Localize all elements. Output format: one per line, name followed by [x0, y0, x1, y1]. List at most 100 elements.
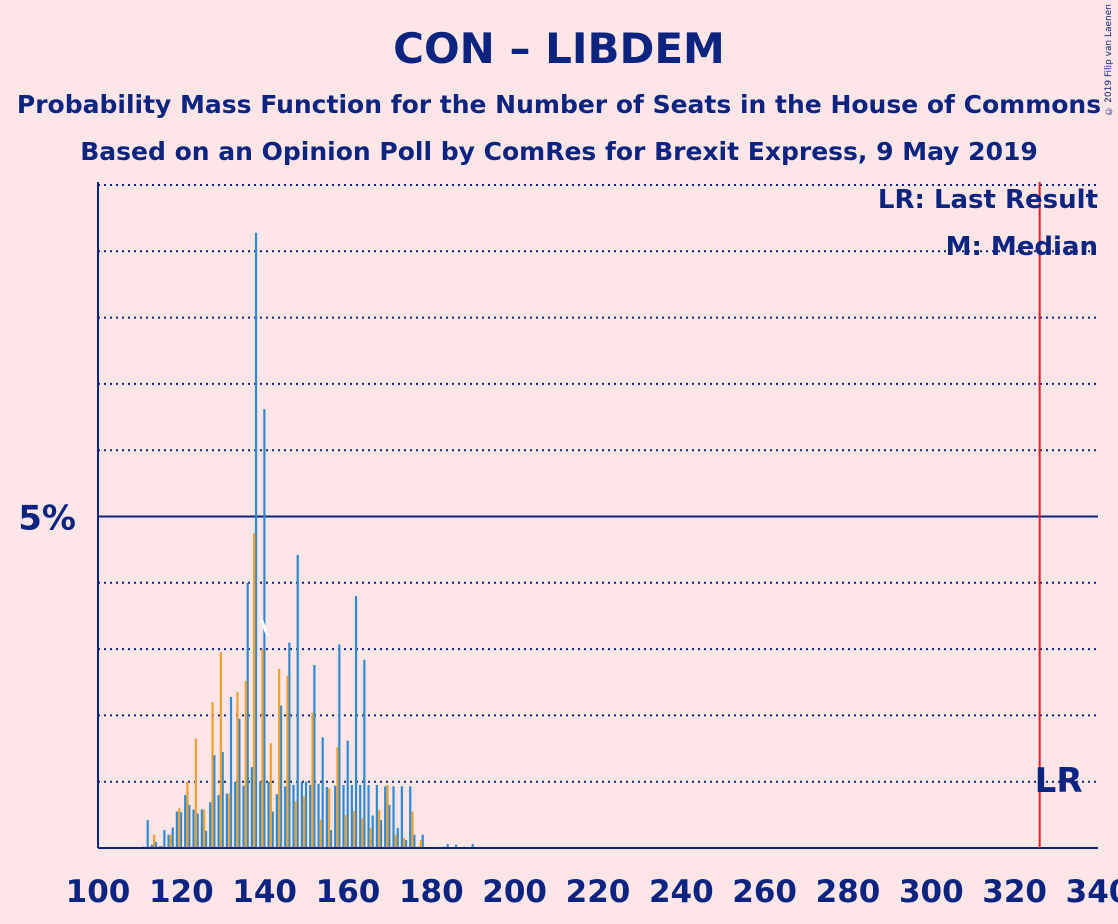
bar-orange: [203, 809, 206, 848]
bar-orange: [178, 808, 181, 848]
bar-orange: [244, 680, 247, 848]
chart-subtitle: Probability Mass Function for the Number…: [16, 90, 1102, 119]
x-tick-label: 120: [149, 874, 214, 910]
bar-blue: [167, 834, 170, 848]
bar-blue: [154, 842, 158, 848]
x-tick-label: 320: [982, 874, 1047, 910]
bar-blue: [150, 844, 153, 848]
bar-blue: [375, 785, 378, 848]
x-tick-label: 260: [732, 874, 797, 910]
bar-orange: [278, 668, 281, 848]
y-tick-label: 5%: [18, 499, 76, 539]
bar-blue: [296, 554, 299, 848]
copyright-notice: © 2019 Filip van Laenen: [1104, 4, 1114, 116]
bar-blue: [329, 830, 333, 848]
bar-blue: [346, 740, 349, 848]
bar-orange: [419, 840, 422, 848]
bar-blue: [317, 783, 320, 848]
bar-blue: [350, 785, 353, 848]
bar-orange: [186, 781, 189, 848]
bar-blue: [275, 794, 278, 848]
bar-blue: [200, 809, 203, 848]
bar-blue: [196, 813, 199, 848]
bar-orange: [211, 702, 214, 848]
bar-blue: [209, 802, 212, 848]
bar-blue: [271, 811, 274, 848]
x-tick-label: 300: [899, 874, 964, 910]
bar-orange: [236, 692, 239, 848]
bar-orange: [269, 743, 272, 848]
bar-orange: [294, 801, 297, 848]
bar-orange: [394, 834, 397, 848]
bar-blue: [246, 582, 249, 848]
bar-orange: [328, 788, 331, 848]
bar-blue: [304, 781, 308, 848]
x-tick-label: 200: [482, 874, 547, 910]
bar-blue: [421, 834, 424, 848]
bar-blue: [388, 804, 391, 848]
bar-blue: [229, 696, 233, 848]
bar-blue: [188, 804, 191, 848]
bar-blue: [192, 809, 195, 848]
x-tick-label: 220: [566, 874, 631, 910]
bar-orange: [319, 819, 322, 848]
bar-blue: [204, 830, 208, 848]
legend-median: M: Median: [945, 232, 1098, 262]
bar-blue: [163, 830, 166, 848]
bar-blue: [171, 827, 174, 848]
bar-blue: [384, 786, 387, 848]
bar-orange: [386, 785, 389, 848]
bar-blue: [359, 785, 362, 848]
bar-blue: [334, 785, 337, 848]
bar-blue: [300, 781, 303, 848]
bar-orange: [228, 793, 231, 848]
legend-last-result: LR: Last Result: [877, 185, 1098, 215]
bar-blue: [213, 755, 216, 848]
x-tick-label: 180: [399, 874, 464, 910]
bar-orange: [336, 747, 339, 848]
bar-orange: [353, 810, 356, 848]
bar-blue: [234, 781, 237, 848]
bar-blue: [379, 820, 383, 848]
median-marker: [260, 619, 270, 637]
bar-blue: [225, 793, 228, 848]
bar-orange: [169, 834, 172, 848]
bar-blue: [363, 659, 366, 848]
bar-blue: [267, 781, 270, 848]
chart-subtitle-poll: Based on an Opinion Poll by ComRes for B…: [80, 137, 1038, 166]
x-tick-label: 140: [232, 874, 297, 910]
bar-blue: [146, 820, 149, 848]
bar-blue: [354, 596, 358, 848]
bar-blue: [367, 785, 370, 848]
bar-orange: [344, 814, 347, 848]
bar-blue: [175, 811, 178, 848]
bar-blue: [371, 815, 374, 848]
x-tick-label: 240: [649, 874, 714, 910]
bar-blue: [321, 737, 324, 848]
bar-blue: [292, 785, 295, 848]
bar-orange: [311, 712, 314, 848]
bar-blue: [238, 718, 241, 848]
bar-blue: [179, 812, 183, 848]
x-tick-label: 340: [1066, 874, 1118, 910]
bar-blue: [221, 751, 224, 848]
bar-blue: [396, 828, 399, 848]
bar-orange: [253, 533, 256, 848]
bar-blue: [338, 644, 341, 848]
bar-blue: [250, 767, 253, 848]
bar-blue: [259, 781, 262, 848]
bar-blue: [242, 785, 245, 848]
bar-orange: [303, 796, 306, 848]
bar-orange: [361, 818, 364, 848]
bar-blue: [288, 642, 291, 848]
bar-orange: [411, 811, 414, 848]
x-tick-label: 280: [816, 874, 881, 910]
bar-blue: [325, 787, 328, 848]
bar-blue: [342, 785, 345, 848]
bar-orange: [153, 834, 156, 848]
bar-orange: [219, 652, 222, 848]
bar-blue: [471, 844, 474, 848]
bar-blue: [454, 844, 458, 848]
bar-orange: [194, 738, 197, 848]
